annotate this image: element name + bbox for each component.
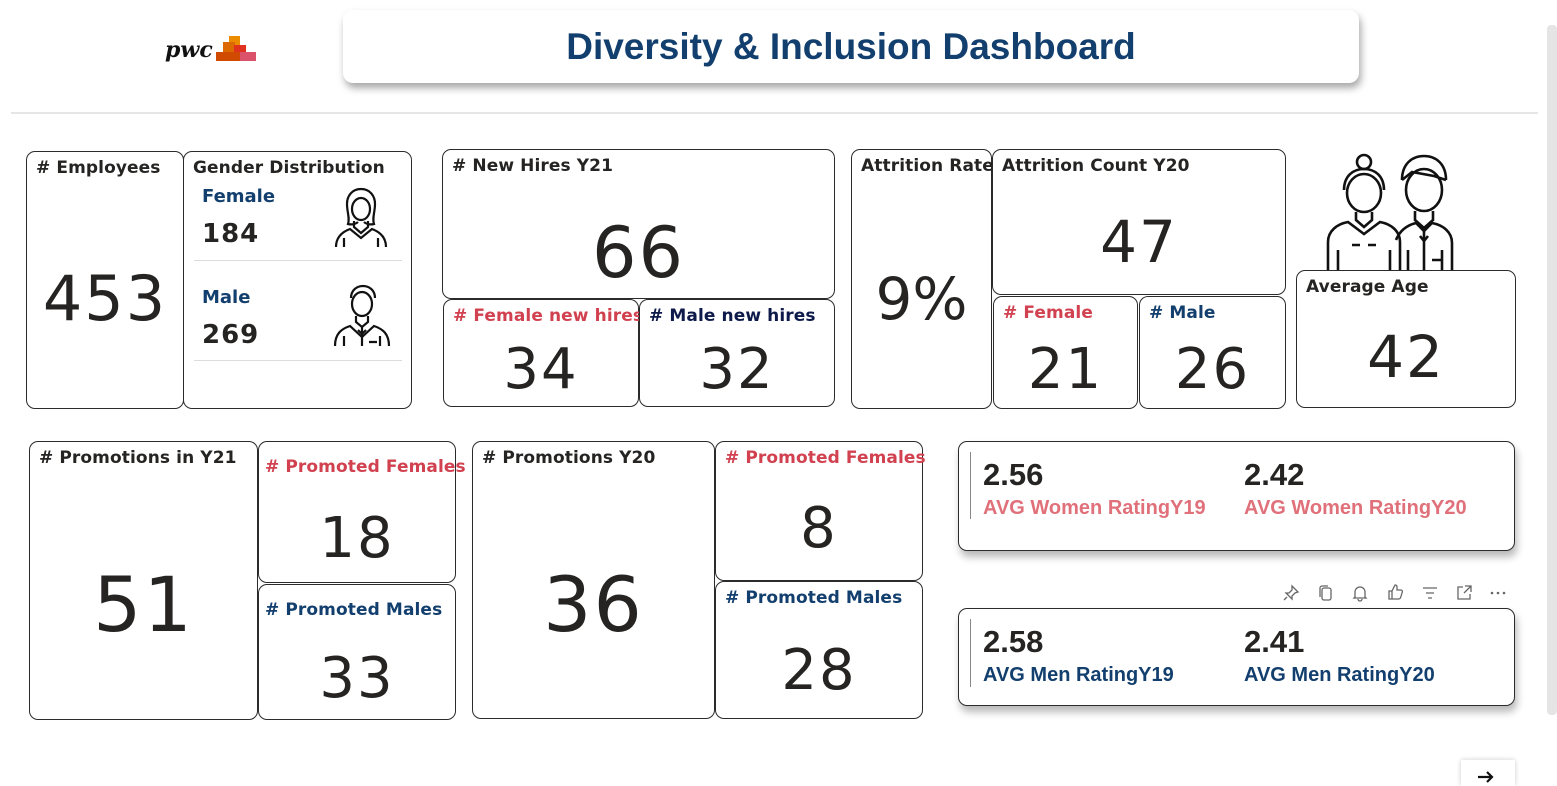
female-new-hires-label: # Female new hires <box>453 306 644 326</box>
attrition-female-label: # Female <box>1003 303 1093 323</box>
employees-value: 453 <box>42 262 168 335</box>
header-divider <box>11 112 1538 114</box>
promoted-females-y21-value: 18 <box>319 506 395 571</box>
filter-icon[interactable] <box>1421 584 1439 602</box>
promoted-males-y21-value: 33 <box>319 646 395 711</box>
promoted-females-y21-card[interactable]: # Promoted Females 18 <box>258 441 466 583</box>
men-rating-y19-label: AVG Men RatingY19 <box>983 664 1174 686</box>
employees-card[interactable]: # Employees 453 <box>26 151 184 409</box>
female-value: 184 <box>202 219 260 249</box>
women-rating-y20-value: 2.42 <box>1244 457 1305 492</box>
gender-separator <box>194 260 402 261</box>
male-new-hires-value: 32 <box>699 337 775 402</box>
attrition-count-card[interactable]: Attrition Count Y20 47 <box>992 149 1286 295</box>
average-age-label: Average Age <box>1306 277 1429 297</box>
promotions-y21-card[interactable]: # Promotions in Y21 51 <box>29 441 258 720</box>
arrow-right-icon <box>1478 771 1494 783</box>
female-new-hires-card[interactable]: # Female new hires 34 <box>443 299 643 407</box>
male-value: 269 <box>202 320 260 350</box>
title-banner: Diversity & Inclusion Dashboard <box>343 10 1359 83</box>
attrition-male-card[interactable]: # Male 26 <box>1139 296 1286 409</box>
next-page-button[interactable] <box>1461 760 1515 786</box>
men-rating-card[interactable]: 2.58 AVG Men RatingY19 2.41 AVG Men Rati… <box>958 608 1515 706</box>
promoted-females-y21-label: # Promoted Females <box>265 457 466 477</box>
gender-distribution-label: Gender Distribution <box>193 158 385 178</box>
new-hires-value: 66 <box>591 212 686 294</box>
average-age-value: 42 <box>1367 323 1445 391</box>
pin-icon[interactable] <box>1282 584 1300 602</box>
male-new-hires-card[interactable]: # Male new hires 32 <box>639 299 835 407</box>
page-title: Diversity & Inclusion Dashboard <box>566 26 1136 67</box>
thumbs-up-icon[interactable] <box>1386 583 1404 601</box>
men-rating-y19-value: 2.58 <box>983 624 1044 659</box>
average-age-card[interactable]: Average Age 42 <box>1296 270 1516 408</box>
promoted-males-y21-label: # Promoted Males <box>265 600 443 620</box>
promoted-males-y20-card[interactable]: # Promoted Males 28 <box>715 581 923 719</box>
team-people-icon <box>1326 153 1454 272</box>
new-hires-card[interactable]: # New Hires Y21 66 <box>442 149 835 299</box>
promotions-y20-card[interactable]: # Promotions Y20 36 <box>472 441 715 719</box>
promotions-y21-label: # Promotions in Y21 <box>39 448 237 468</box>
visual-toolbar <box>1278 580 1518 606</box>
female-new-hires-value: 34 <box>503 337 579 402</box>
promotions-y20-value: 36 <box>543 560 644 649</box>
new-hires-label: # New Hires Y21 <box>452 156 614 176</box>
attrition-count-label: Attrition Count Y20 <box>1002 156 1190 176</box>
promoted-females-y20-label: # Promoted Females <box>725 448 926 468</box>
attrition-female-value: 21 <box>1027 337 1104 402</box>
expand-icon[interactable] <box>1455 584 1473 602</box>
male-label: Male <box>202 287 251 308</box>
attrition-rate-label: Attrition Rate <box>861 156 994 176</box>
attrition-female-card[interactable]: # Female 21 <box>993 296 1138 409</box>
promotions-y21-value: 51 <box>93 560 194 649</box>
male-new-hires-label: # Male new hires <box>649 306 816 326</box>
women-rating-y19-value: 2.56 <box>983 457 1044 492</box>
promoted-males-y20-label: # Promoted Males <box>725 588 903 608</box>
logo-wordmark: pwc <box>165 37 213 63</box>
promoted-males-y20-value: 28 <box>781 638 857 703</box>
promoted-females-y20-value: 8 <box>800 496 838 561</box>
promotions-y20-label: # Promotions Y20 <box>482 448 656 468</box>
promoted-females-y20-card[interactable]: # Promoted Females 8 <box>715 441 926 581</box>
women-rating-accent-line <box>970 452 971 519</box>
woman-icon <box>334 187 388 248</box>
women-rating-y19-label: AVG Women RatingY19 <box>983 497 1206 519</box>
gender-distribution-card[interactable]: Gender Distribution Female 184 Male 269 <box>183 151 412 409</box>
attrition-rate-card[interactable]: Attrition Rate 9% <box>851 149 994 409</box>
men-rating-y20-value: 2.41 <box>1244 624 1305 659</box>
logo-mark-icon <box>216 36 256 61</box>
attrition-male-label: # Male <box>1149 303 1216 323</box>
pwc-logo: pwc <box>165 34 260 68</box>
men-rating-y20-label: AVG Men RatingY20 <box>1244 664 1435 686</box>
vertical-scrollbar[interactable] <box>1547 25 1557 715</box>
more-icon[interactable] <box>1489 584 1507 602</box>
attrition-male-value: 26 <box>1174 337 1251 402</box>
copy-icon[interactable] <box>1317 584 1335 602</box>
men-rating-accent-line <box>970 619 971 687</box>
women-rating-y20-label: AVG Women RatingY20 <box>1244 497 1467 519</box>
attrition-count-value: 47 <box>1100 208 1178 276</box>
female-label: Female <box>202 186 276 207</box>
women-rating-card[interactable]: 2.56 AVG Women RatingY19 2.42 AVG Women … <box>958 441 1515 551</box>
bell-icon[interactable] <box>1351 584 1369 602</box>
promoted-males-y21-card[interactable]: # Promoted Males 33 <box>258 584 456 720</box>
attrition-rate-value: 9% <box>875 265 968 333</box>
man-icon <box>333 284 391 347</box>
employees-label: # Employees <box>36 158 161 178</box>
gender-separator-bottom <box>194 360 402 361</box>
